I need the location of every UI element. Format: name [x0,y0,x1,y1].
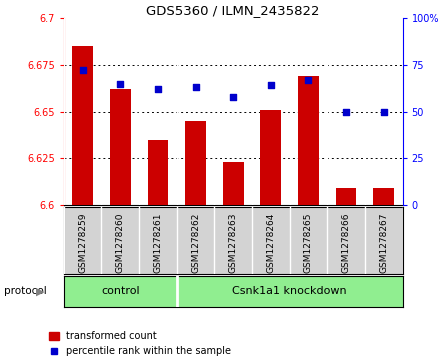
Text: GSM1278259: GSM1278259 [78,212,87,273]
Point [154,86,161,92]
Text: GSM1278265: GSM1278265 [304,212,313,273]
Text: GSM1278260: GSM1278260 [116,212,125,273]
Text: GSM1278262: GSM1278262 [191,212,200,273]
Point [268,82,275,88]
Bar [147,140,168,205]
Text: protocol: protocol [4,286,47,296]
Text: Csnk1a1 knockdown: Csnk1a1 knockdown [232,286,347,296]
Point [192,85,199,90]
Point [305,77,312,83]
Point [230,94,237,99]
Text: ▶: ▶ [36,286,44,296]
Point [117,81,124,86]
Bar [260,110,281,205]
Title: GDS5360 / ILMN_2435822: GDS5360 / ILMN_2435822 [147,4,320,17]
Bar [374,188,394,205]
Legend: transformed count, percentile rank within the sample: transformed count, percentile rank withi… [49,331,231,356]
Text: GSM1278267: GSM1278267 [379,212,388,273]
Bar [72,46,93,205]
Bar [336,188,356,205]
Bar [110,89,131,205]
Bar [298,76,319,205]
Bar [185,121,206,205]
Point [380,109,387,115]
Text: GSM1278261: GSM1278261 [154,212,162,273]
Text: GSM1278264: GSM1278264 [266,212,275,273]
Text: GSM1278263: GSM1278263 [229,212,238,273]
Point [343,109,350,115]
Point [79,68,86,73]
Bar [223,162,244,205]
Text: GSM1278266: GSM1278266 [341,212,351,273]
Text: control: control [101,286,139,296]
